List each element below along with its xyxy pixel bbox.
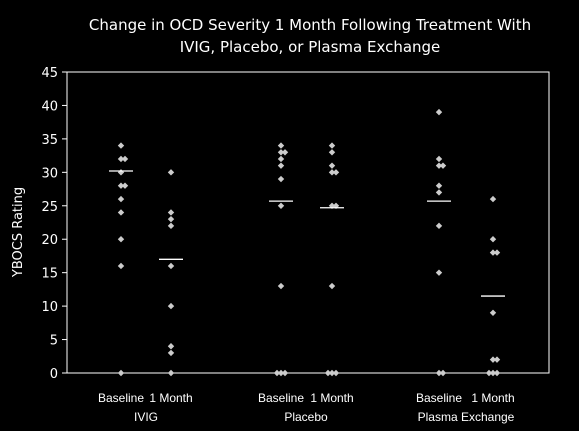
data-point <box>489 195 497 203</box>
y-tick-label: 5 <box>50 334 58 349</box>
data-point <box>485 369 493 377</box>
data-point <box>435 189 443 196</box>
y-tick-label: 35 <box>41 133 58 148</box>
chart-title-line-2: IVIG, Placebo, or Plasma Exchange <box>180 38 441 56</box>
axes: 0 5 10 15 20 25 30 35 40 45 <box>41 66 550 382</box>
data-point <box>435 269 443 276</box>
data-point <box>117 236 125 243</box>
data-marks <box>109 108 505 377</box>
y-tick-label: 10 <box>41 300 58 315</box>
category-labels: Baseline 1 Month IVIG Baseline 1 Month Placeb… <box>98 391 515 424</box>
data-point <box>277 369 285 377</box>
data-point <box>117 182 125 189</box>
data-point <box>277 155 285 163</box>
data-point <box>277 162 285 169</box>
data-point <box>117 195 125 203</box>
data-point <box>281 369 289 377</box>
group-label: Placebo <box>284 410 328 424</box>
data-point <box>167 222 175 230</box>
data-point <box>328 142 336 149</box>
data-point <box>489 309 497 316</box>
data-point <box>493 249 501 256</box>
data-point <box>493 356 501 363</box>
data-point <box>277 149 285 156</box>
plot-frame <box>66 71 550 374</box>
data-point <box>435 108 443 116</box>
data-point <box>117 142 125 149</box>
group-label: IVIG <box>134 410 158 424</box>
group-label: Plasma Exchange <box>418 410 515 424</box>
data-point <box>489 369 497 377</box>
data-point <box>117 209 125 216</box>
y-tick-label: 15 <box>41 267 58 282</box>
data-point <box>167 209 175 216</box>
data-point <box>167 343 175 350</box>
y-tick-label: 40 <box>41 99 58 114</box>
column-label: Baseline <box>416 391 462 405</box>
data-point <box>167 349 175 357</box>
data-point <box>328 162 336 169</box>
chart-title-line-1: Change in OCD Severity 1 Month Following… <box>89 16 531 34</box>
y-tick-label: 25 <box>41 200 58 215</box>
data-point <box>117 262 125 270</box>
column-label: 1 Month <box>149 391 192 405</box>
data-point <box>117 169 125 176</box>
data-point <box>167 215 175 223</box>
data-point <box>332 369 340 377</box>
data-point <box>117 155 125 163</box>
data-point <box>277 142 285 149</box>
data-point <box>328 149 336 156</box>
data-point <box>324 369 332 377</box>
y-tick-label: 20 <box>41 233 58 248</box>
column-label: 1 Month <box>471 391 514 405</box>
data-point <box>439 369 447 377</box>
data-point <box>435 182 443 189</box>
data-point <box>167 369 175 377</box>
data-point <box>277 282 285 290</box>
data-point <box>439 162 447 169</box>
data-point <box>277 202 285 209</box>
data-point <box>328 369 336 377</box>
data-point <box>489 249 497 256</box>
data-point <box>489 356 497 363</box>
data-point <box>435 369 443 377</box>
column-label: Baseline <box>98 391 144 405</box>
data-point <box>435 222 443 230</box>
data-point <box>167 262 175 270</box>
data-point <box>328 282 336 290</box>
data-point <box>167 169 175 176</box>
data-point <box>328 169 336 176</box>
data-point <box>167 302 175 310</box>
data-point <box>281 149 289 156</box>
column-label: 1 Month <box>310 391 353 405</box>
y-axis-label: YBOCS Rating <box>11 187 26 278</box>
data-point <box>121 155 129 163</box>
y-tick-label: 0 <box>50 367 58 382</box>
data-point <box>493 369 501 377</box>
data-point <box>121 182 129 189</box>
data-point <box>273 369 281 377</box>
y-tick-label: 45 <box>41 66 58 81</box>
column-label: Baseline <box>258 391 304 405</box>
data-point <box>435 155 443 163</box>
data-point <box>277 175 285 183</box>
y-tick-label: 30 <box>41 166 58 181</box>
data-point <box>332 169 340 176</box>
data-point <box>117 369 125 377</box>
data-point <box>435 162 443 169</box>
data-point <box>489 236 497 243</box>
